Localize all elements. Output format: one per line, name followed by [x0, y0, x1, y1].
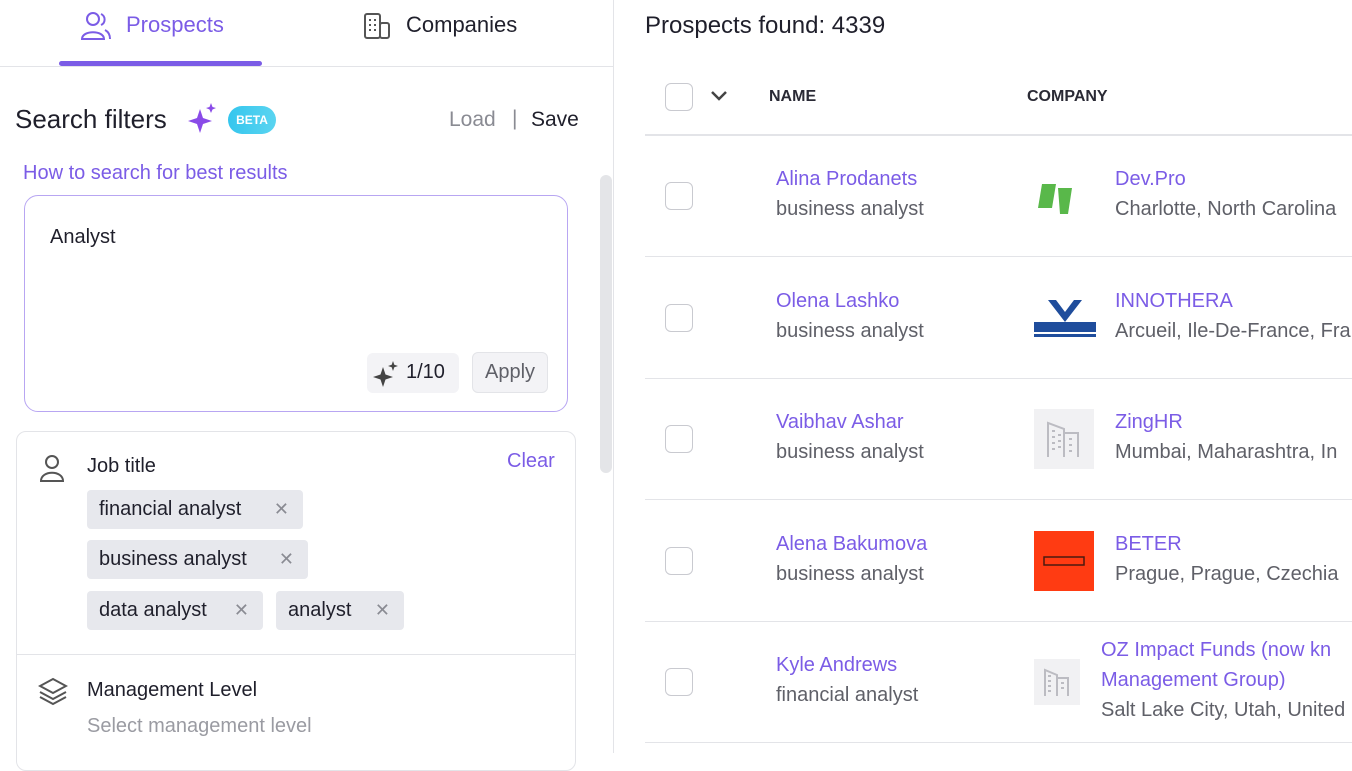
- company-name[interactable]: Dev.Pro: [1115, 168, 1186, 190]
- row-checkbox[interactable]: [665, 546, 693, 575]
- select-all-checkbox[interactable]: [665, 83, 693, 111]
- row-border: [645, 499, 1352, 500]
- row-border: [645, 621, 1352, 622]
- card-divider: [17, 654, 575, 655]
- tag: business analyst ✕: [87, 540, 308, 579]
- prospect-name[interactable]: Alina Prodanets: [776, 168, 918, 190]
- company-logo: [1034, 530, 1094, 596]
- tag: financial analyst ✕: [87, 490, 303, 529]
- left-panel: Prospects Companies Search filters BETA …: [0, 0, 614, 771]
- prospect-title: business analyst: [776, 198, 924, 220]
- tag-text: business analyst: [99, 548, 247, 570]
- company-name[interactable]: Management Group): [1101, 669, 1286, 691]
- row-checkbox[interactable]: [665, 303, 693, 332]
- results-title: Prospects found: 4339: [645, 12, 886, 39]
- save-button[interactable]: Save: [531, 108, 579, 131]
- tag-remove[interactable]: ✕: [278, 549, 294, 569]
- management-label: Management Level: [87, 679, 258, 701]
- prospects-icon: [80, 12, 111, 40]
- person-icon: [39, 455, 65, 482]
- row-checkbox[interactable]: [665, 182, 693, 210]
- counter-chip: 1/10: [367, 353, 459, 393]
- row-border: [645, 742, 1352, 743]
- column-header[interactable]: COMPANY: [1027, 88, 1108, 105]
- counter-sparkle: [373, 361, 398, 387]
- tag-remove[interactable]: ✕: [233, 600, 249, 620]
- prospect-name[interactable]: Kyle Andrews: [776, 654, 898, 676]
- prospect-title: business analyst: [776, 562, 924, 585]
- prospect-name[interactable]: Vaibhav Ashar: [776, 411, 904, 433]
- tab-prospects[interactable]: Prospects: [126, 12, 224, 37]
- company-location: Salt Lake City, Utah, United: [1101, 699, 1346, 721]
- header-border: [645, 134, 1352, 136]
- beta-badge: BETA: [228, 106, 276, 134]
- company-name[interactable]: ZingHR: [1115, 411, 1183, 433]
- help-link[interactable]: How to search for best results: [23, 162, 288, 184]
- companies-icon: [364, 13, 390, 39]
- tag: analyst ✕: [276, 591, 404, 630]
- select-menu-chevron[interactable]: [710, 89, 728, 103]
- row-checkbox[interactable]: [665, 425, 693, 453]
- company-location: Arcueil, Ile-De-France, Fra: [1115, 319, 1351, 342]
- query-box[interactable]: Analyst 1/10 Apply: [24, 195, 568, 412]
- company-logo: [1034, 166, 1094, 231]
- filters-title: Search filters: [15, 104, 167, 134]
- apply-button[interactable]: Apply: [472, 352, 548, 393]
- management-placeholder[interactable]: Select management level: [87, 715, 312, 737]
- column-header[interactable]: NAME: [769, 88, 817, 105]
- tag-remove[interactable]: ✕: [273, 499, 289, 519]
- counter-text: 1/10: [406, 361, 445, 383]
- row-border: [645, 256, 1352, 257]
- company-location: Mumbai, Maharashtra, In: [1115, 441, 1338, 463]
- clear-button[interactable]: Clear: [507, 450, 555, 472]
- filter-card: Job title Clear financial analyst ✕ busine…: [16, 431, 576, 771]
- row-border: [645, 378, 1352, 379]
- company-location: Prague, Prague, Czechia: [1115, 562, 1339, 585]
- company-logo: [1034, 409, 1094, 474]
- prospect-name[interactable]: Alena Bakumova: [776, 532, 928, 555]
- query-text: Analyst: [50, 226, 116, 248]
- company-location: Charlotte, North Carolina: [1115, 198, 1337, 220]
- company-name[interactable]: BETER: [1115, 532, 1182, 555]
- tag-remove[interactable]: ✕: [374, 600, 390, 620]
- tab-underline: [59, 61, 262, 66]
- job-title-label: Job title: [87, 455, 156, 477]
- company-name[interactable]: OZ Impact Funds (now kn: [1101, 639, 1332, 661]
- row-checkbox[interactable]: [665, 668, 693, 696]
- tag-text: analyst: [288, 599, 352, 621]
- tab-companies[interactable]: Companies: [406, 12, 518, 37]
- company-logo: [1034, 288, 1096, 353]
- load-button[interactable]: Load: [449, 108, 496, 131]
- prospect-title: business analyst: [776, 319, 924, 342]
- tag: data analyst ✕: [87, 591, 263, 630]
- company-name[interactable]: INNOTHERA: [1115, 289, 1233, 312]
- sparkle-icon: [188, 103, 216, 133]
- tag-text: financial analyst: [99, 498, 242, 520]
- prospect-title: financial analyst: [776, 684, 919, 706]
- separator: |: [512, 107, 518, 130]
- company-logo: [1034, 659, 1080, 710]
- layers-icon: [38, 677, 68, 706]
- prospect-title: business analyst: [776, 441, 924, 463]
- scrollbar[interactable]: [600, 175, 612, 473]
- prospect-name[interactable]: Olena Lashko: [776, 289, 900, 312]
- tab-border: [0, 66, 613, 67]
- tag-text: data analyst: [99, 599, 207, 621]
